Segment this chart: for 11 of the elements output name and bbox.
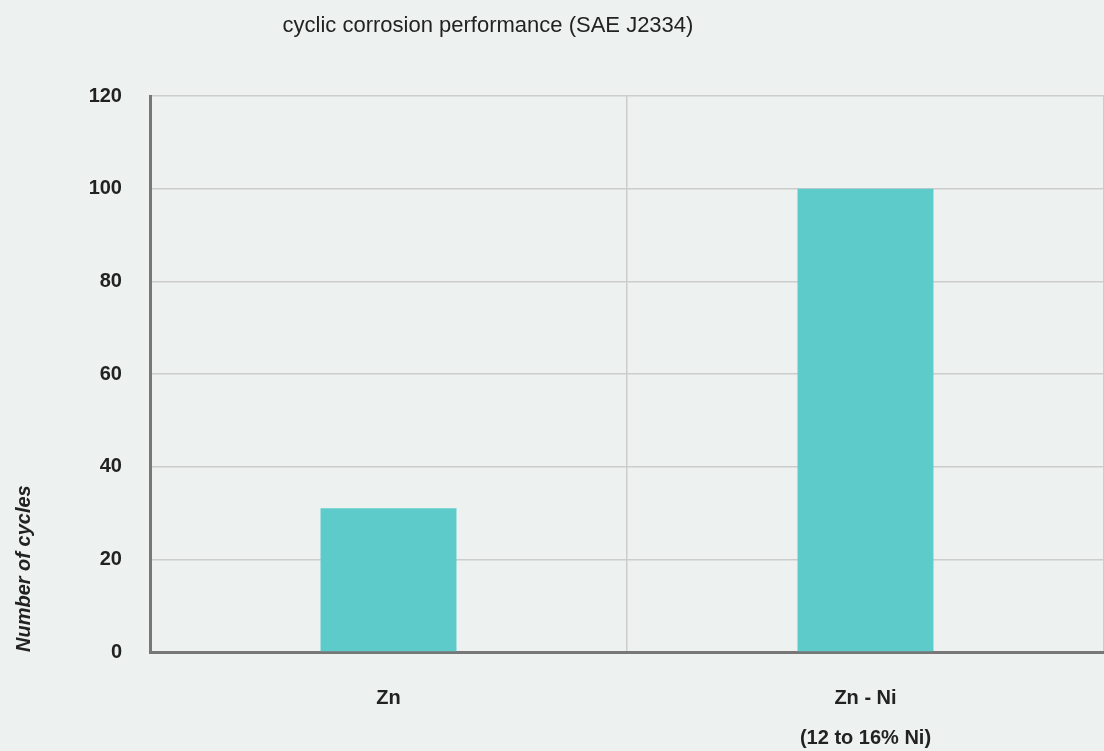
x-tick-label: Zn - Ni (12 to 16% Ni) bbox=[799, 685, 932, 748]
y-tick-label: 20 bbox=[99, 546, 122, 569]
x-tick-label: Zn bbox=[376, 685, 401, 708]
y-tick-label: 60 bbox=[99, 361, 122, 384]
y-tick-label: 120 bbox=[88, 83, 122, 106]
y-tick-label: 100 bbox=[88, 176, 122, 199]
y-tick-label: 0 bbox=[110, 639, 122, 662]
y-tick-label: 40 bbox=[99, 454, 122, 477]
chart-title: cyclic corrosion performance (SAE J2334) bbox=[281, 12, 695, 38]
y-axis-title: Number of cycles bbox=[11, 485, 34, 652]
y-tick-label: 80 bbox=[99, 268, 122, 291]
